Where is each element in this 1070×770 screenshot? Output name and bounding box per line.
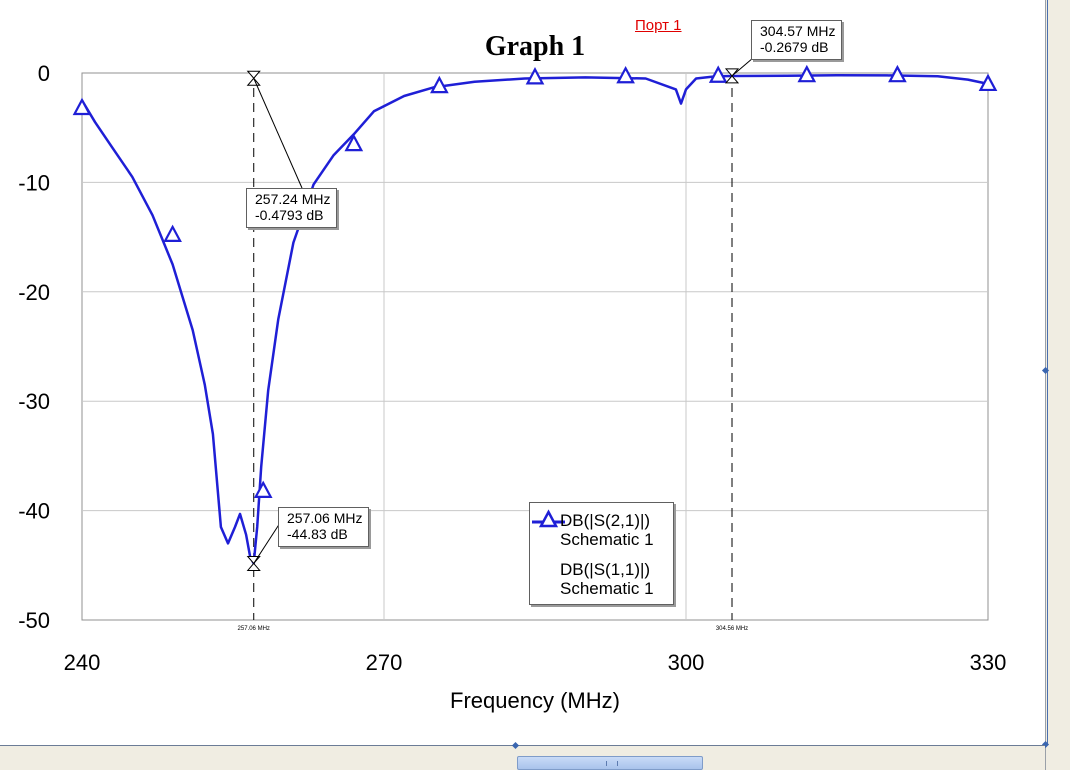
triangle-marker bbox=[888, 64, 907, 83]
triangle-marker bbox=[253, 480, 273, 499]
legend-series-1-source: Schematic 1 bbox=[560, 530, 654, 549]
trace-layer bbox=[72, 64, 998, 565]
marker-vline-label: 257.06 MHz bbox=[238, 626, 270, 632]
tick-labels: 0 -10 -20 -30 -40 -50 240 270 300 330 bbox=[18, 61, 1006, 675]
marker-symbol-1 bbox=[246, 70, 261, 80]
legend-series-1-name: DB(|S(2,1)|) bbox=[560, 511, 651, 530]
triangle-marker bbox=[163, 224, 182, 243]
triangle-marker bbox=[430, 75, 449, 94]
y-tick-label: -30 bbox=[18, 389, 50, 414]
triangle-marker bbox=[344, 133, 364, 152]
chart-title: Graph 1 bbox=[485, 31, 585, 62]
leader-line-1 bbox=[253, 78, 303, 189]
y-tick-label: -10 bbox=[18, 170, 50, 195]
x-tick-label: 270 bbox=[366, 650, 403, 675]
marker-freq-text: 257.06 MHz bbox=[287, 510, 363, 526]
triangle-marker bbox=[72, 97, 92, 116]
marker-freq-text: 304.57 MHz bbox=[760, 23, 836, 39]
triangle-marker bbox=[708, 65, 728, 83]
y-tick-label: 0 bbox=[38, 61, 50, 86]
horizontal-scrollbar[interactable] bbox=[0, 741, 1045, 770]
marker-label-304-57[interactable]: 304.57 MHz -0.2679 dB bbox=[751, 20, 843, 60]
marker-freq-text: 257.24 MHz bbox=[255, 191, 331, 207]
marker-vline-label: 304.56 MHz bbox=[716, 626, 748, 632]
grip-icon bbox=[606, 761, 618, 766]
x-tick-label: 330 bbox=[970, 650, 1007, 675]
scroll-thumb[interactable] bbox=[517, 756, 703, 770]
y-tick-label: -40 bbox=[18, 499, 50, 524]
marker-symbol-3 bbox=[724, 68, 740, 77]
marker-db-text: -0.4793 dB bbox=[255, 207, 324, 223]
marker-leaders bbox=[246, 57, 754, 571]
graph-window: 257.06 MHz 304.56 MHz 0 -10 -20 -30 -40 -50 240… bbox=[0, 0, 1045, 745]
legend-series-2-name: DB(|S(1,1)|) bbox=[560, 560, 651, 579]
x-tick-label: 240 bbox=[64, 650, 101, 675]
leader-line-3 bbox=[731, 57, 754, 77]
marker-db-text: -44.83 dB bbox=[287, 526, 348, 542]
triangle-marker bbox=[616, 65, 635, 84]
marker-symbol-1 bbox=[246, 77, 261, 86]
y-tick-label: -50 bbox=[18, 608, 50, 633]
marker-symbol-2 bbox=[246, 562, 261, 571]
triangle-marker-icon bbox=[532, 509, 565, 528]
marker-label-257-06[interactable]: 257.06 MHz -44.83 dB bbox=[278, 507, 370, 547]
triangle-marker bbox=[525, 67, 545, 85]
legend-series-2-source: Schematic 1 bbox=[560, 579, 654, 598]
trace-s21 bbox=[80, 73, 989, 565]
marker-label-257-24[interactable]: 257.24 MHz -0.4793 dB bbox=[246, 188, 338, 228]
selection-border bbox=[1047, 0, 1048, 745]
marker-db-text: -0.2679 dB bbox=[760, 39, 829, 55]
triangle-marker bbox=[978, 73, 998, 92]
y-tick-label: -20 bbox=[18, 280, 50, 305]
marker-lines: 257.06 MHz 304.56 MHz bbox=[238, 73, 748, 632]
x-axis-label: Frequency (MHz) bbox=[450, 688, 620, 713]
chart-legend[interactable]: DB(|S(2,1)|) Schematic 1 DB(|S(1,1)|) Sc… bbox=[529, 502, 674, 605]
vertical-scrollbar[interactable] bbox=[1041, 0, 1070, 770]
marker-symbol-3 bbox=[724, 75, 740, 84]
triangle-marker bbox=[797, 64, 817, 83]
port-1-link[interactable]: Порт 1 bbox=[635, 17, 682, 34]
leader-line-2 bbox=[253, 522, 281, 564]
x-tick-label: 300 bbox=[668, 650, 705, 675]
chart-svg[interactable]: 257.06 MHz 304.56 MHz 0 -10 -20 -30 -40 -50 240… bbox=[0, 0, 1045, 745]
